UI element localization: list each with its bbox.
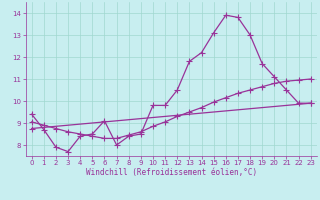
X-axis label: Windchill (Refroidissement éolien,°C): Windchill (Refroidissement éolien,°C) [86, 168, 257, 177]
